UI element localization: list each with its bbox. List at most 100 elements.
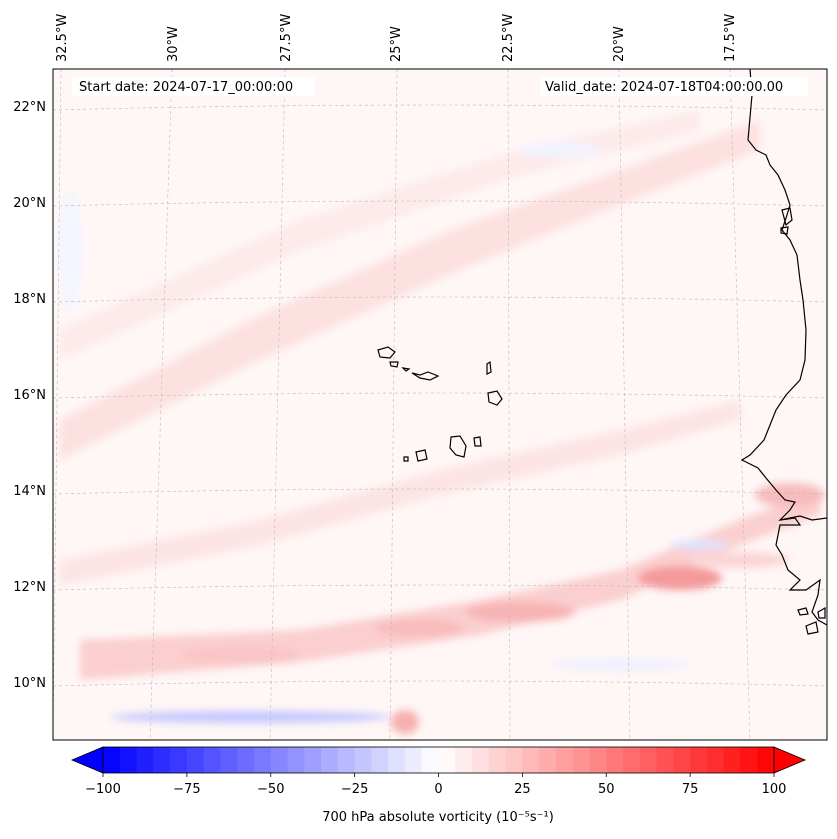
lon-label-22-5w: 22.5°W <box>501 14 516 62</box>
colorbar-step <box>757 747 775 773</box>
parallel-10n <box>53 680 827 687</box>
colorbar-step <box>438 747 456 773</box>
colorbar-ticks: −100 −75 −50 −25 0 25 50 75 100 <box>85 773 786 797</box>
latitude-labels: 22°N 20°N 18°N 16°N 14°N 12°N 10°N <box>13 100 46 691</box>
colorbar-step <box>723 747 741 773</box>
colorbar-step <box>555 747 574 773</box>
colorbar-step <box>253 747 272 773</box>
island-cape-verde-brava <box>403 456 409 462</box>
parallel-12n <box>53 584 827 591</box>
valid-date-label: Valid_date: 2024-07-18T04:00:00.00 <box>545 80 783 95</box>
lat-label-22n: 22°N <box>13 100 46 115</box>
island-cape-verde-sal <box>486 360 492 375</box>
map-frame <box>52 68 828 741</box>
colorbar-min-extend <box>70 746 104 774</box>
colorbar-step <box>740 747 758 773</box>
island-cape-verde-boa-vista <box>487 390 503 406</box>
island-cape-verde-sao-nicolau <box>411 371 440 381</box>
island-canary-1 <box>781 207 793 227</box>
lat-label-20n: 20°N <box>13 196 46 211</box>
colorbar-step <box>690 747 708 773</box>
colorbar-step <box>505 747 523 773</box>
meridian-30w <box>149 69 173 740</box>
start-date-label: Start date: 2024-07-17_00:00:00 <box>79 80 293 95</box>
meridian-17-5w <box>729 69 751 740</box>
colorbar-tick-label: −50 <box>257 782 284 797</box>
island-cape-verde-fogo <box>415 449 428 462</box>
coast-inlet <box>779 515 827 521</box>
parallel-22n <box>53 104 827 111</box>
island-bissagos-2 <box>805 621 819 635</box>
colorbar-label: 700 hPa absolute vorticity (10⁻⁵s⁻¹) <box>322 810 554 825</box>
lat-label-18n: 18°N <box>13 292 46 307</box>
colorbar-step <box>572 747 590 773</box>
colorbar-step <box>237 747 255 773</box>
colorbar-step <box>119 747 138 773</box>
lon-label-20w: 20°W <box>612 26 627 62</box>
colorbar-step <box>170 747 188 773</box>
island-cape-verde-maio <box>473 436 482 447</box>
colorbar-level-steps <box>103 747 775 773</box>
parallel-18n <box>53 296 827 303</box>
island-bissagos-3 <box>817 606 826 619</box>
colorbar-step <box>321 747 339 773</box>
colorbar-step <box>371 747 389 773</box>
colorbar-step <box>270 747 289 773</box>
colorbar-step <box>455 747 473 773</box>
africa-coastline <box>740 69 827 626</box>
colorbar-step <box>287 747 305 773</box>
colorbar-step <box>220 747 238 773</box>
colorbar-tick-label: 25 <box>514 782 531 797</box>
colorbar-step <box>186 747 205 773</box>
colorbar-step <box>639 747 658 773</box>
meridian-22-5w <box>507 69 511 740</box>
lon-label-25w: 25°W <box>389 26 404 62</box>
lat-label-10n: 10°N <box>13 676 46 691</box>
meridian-27-5w <box>269 69 286 740</box>
meridian-32-5w <box>53 69 62 740</box>
colorbar-step <box>388 747 406 773</box>
parallel-16n <box>53 392 827 399</box>
colorbar-step <box>606 747 624 773</box>
colorbar-step <box>623 747 641 773</box>
longitude-labels: 32.5°W 30°W 27.5°W 25°W 22.5°W 20°W 17.5… <box>55 14 738 62</box>
colorbar-tick-label: 50 <box>598 782 615 797</box>
lon-label-27-5w: 27.5°W <box>279 14 294 62</box>
colorbar-max-extend <box>773 746 807 774</box>
parallel-20n <box>53 200 827 207</box>
colorbar-step <box>673 747 691 773</box>
lon-label-32-5w: 32.5°W <box>55 14 70 62</box>
colorbar-tick-label: −100 <box>85 782 121 797</box>
island-cape-verde-santiago <box>449 435 467 458</box>
colorbar-step <box>539 747 557 773</box>
colorbar-step <box>153 747 171 773</box>
colorbar-step <box>103 747 121 773</box>
colorbar-step <box>656 747 674 773</box>
colorbar-step <box>488 747 507 773</box>
colorbar-step <box>354 747 372 773</box>
lon-label-30w: 30°W <box>166 26 181 62</box>
colorbar-step <box>706 747 725 773</box>
colorbar-step <box>304 747 322 773</box>
colorbar-tick-label: 75 <box>682 782 699 797</box>
colorbar-step <box>337 747 356 773</box>
meridian-25w <box>389 69 398 740</box>
lat-label-16n: 16°N <box>13 388 46 403</box>
coastlines <box>377 69 827 635</box>
island-cape-verde-sao-vicente <box>389 361 399 368</box>
lat-label-12n: 12°N <box>13 580 46 595</box>
colorbar-step <box>404 747 423 773</box>
colorbar-step <box>472 747 490 773</box>
colorbar-step <box>136 747 154 773</box>
colorbar-step <box>203 747 221 773</box>
colorbar-tick-label: −25 <box>341 782 368 797</box>
start-date-box <box>72 77 314 96</box>
colorbar: −100 −75 −50 −25 0 25 50 75 100 700 hPa absolute… <box>70 746 807 825</box>
island-bissagos-1 <box>797 607 809 616</box>
colorbar-tick-label: 100 <box>762 782 787 797</box>
island-cape-verde-santo-antao <box>377 346 396 359</box>
island-canary-2 <box>780 226 789 235</box>
vorticity-field <box>53 69 827 740</box>
colorbar-step <box>589 747 607 773</box>
lat-label-14n: 14°N <box>13 484 46 499</box>
